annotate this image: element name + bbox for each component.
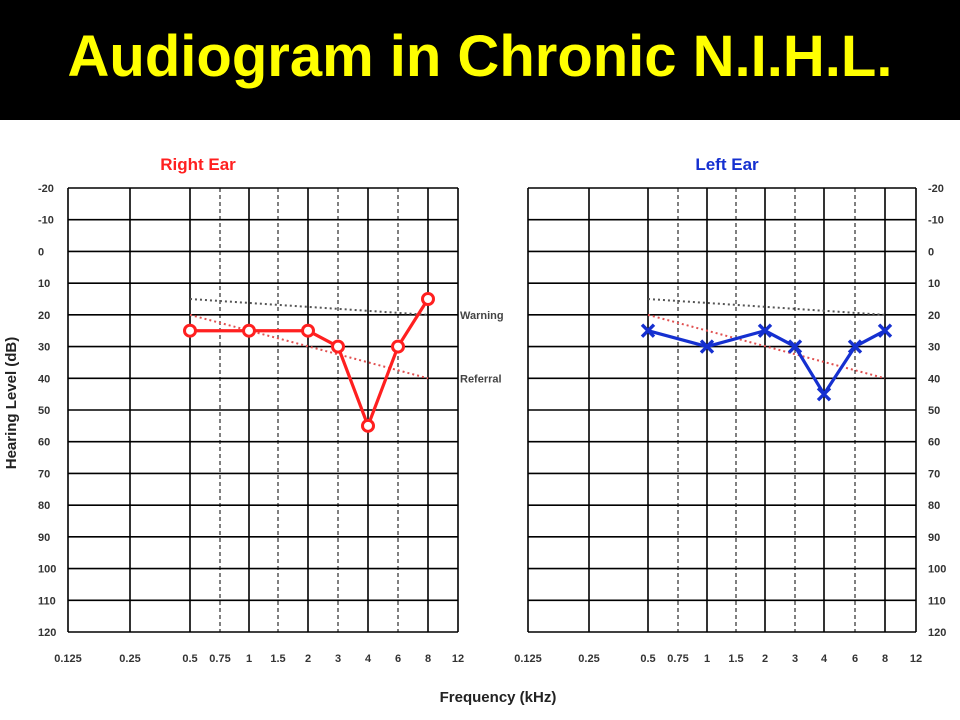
data-point (391, 339, 405, 354)
y-tick-label: 20 (928, 310, 940, 322)
data-point-stroke (787, 339, 803, 354)
y-tick-label: 40 (38, 373, 50, 385)
x-tick-label: 0.25 (119, 653, 140, 665)
x-tick-label: 0.125 (514, 653, 542, 665)
x-tick-label: 1 (704, 653, 710, 665)
left-ear-panel: -20 -10 0 10 20 30 40 50 60 70 80 90 100 110 120 0.125 0… (514, 155, 946, 665)
y-tick-label: 100 (38, 564, 56, 576)
y-tick-label: 90 (38, 532, 50, 544)
right-ear-title: Right Ear (160, 155, 236, 174)
slide-title: Audiogram in Chronic N.I.H.L. (67, 24, 893, 89)
y-tick-label: 110 (38, 595, 56, 607)
data-point (361, 418, 375, 433)
y-tick-label: 50 (38, 405, 50, 417)
x-tick-label: 6 (395, 653, 401, 665)
y-tick-label: 10 (928, 278, 940, 290)
x-tick-label: 0.125 (54, 653, 82, 665)
data-point-stroke (699, 339, 715, 354)
y-tick-label: 30 (38, 342, 50, 354)
y-tick-label: 10 (38, 278, 50, 290)
x-tick-label: 8 (425, 653, 431, 665)
x-tick-label: 0.25 (578, 653, 599, 665)
y-tick-label: 90 (928, 532, 940, 544)
data-point-stroke (757, 323, 773, 338)
data-point (640, 323, 656, 338)
y-axis-label: Hearing Level (dB) (3, 337, 20, 470)
y-tick-label: -10 (38, 215, 54, 227)
x-tick-label: 0.75 (667, 653, 688, 665)
x-tick-label: 0.5 (182, 653, 197, 665)
data-point (699, 339, 715, 354)
y-tick-label: 40 (928, 373, 940, 385)
reference-label: Warning (460, 310, 504, 322)
y-tick-label: 80 (928, 500, 940, 512)
data-point (787, 339, 803, 354)
x-tick-label: 2 (305, 653, 311, 665)
y-tick-label: 30 (928, 342, 940, 354)
y-tick-label: 80 (38, 500, 50, 512)
reference-line (189, 298, 429, 316)
y-tick-label: 60 (38, 437, 50, 449)
x-tick-label: 8 (882, 653, 888, 665)
y-tick-label: -20 (928, 183, 944, 195)
left-ear-title: Left Ear (695, 155, 759, 174)
y-tick-label: 0 (928, 246, 934, 258)
data-point-stroke (640, 323, 656, 338)
data-point-stroke (877, 323, 893, 338)
y-tick-label: 120 (38, 627, 56, 639)
x-axis-label: Frequency (kHz) (440, 689, 557, 706)
data-point (301, 323, 315, 338)
reference-line (647, 298, 886, 316)
data-point (847, 339, 863, 354)
right-ear-series-line (190, 298, 430, 428)
y-tick-label: 70 (38, 468, 50, 480)
x-tick-label: 0.5 (640, 653, 655, 665)
y-tick-label: 120 (928, 627, 946, 639)
reference-line (647, 313, 886, 380)
x-tick-label: 6 (852, 653, 858, 665)
x-tick-label: 12 (910, 653, 922, 665)
y-tick-label: 60 (928, 437, 940, 449)
data-point (242, 323, 256, 338)
x-tick-label: 4 (821, 653, 828, 665)
x-tick-label: 4 (365, 653, 372, 665)
data-point (331, 339, 345, 354)
y-tick-label: 110 (928, 595, 946, 607)
data-point (877, 323, 893, 338)
data-point (421, 292, 435, 306)
y-tick-label: -20 (38, 183, 54, 195)
data-point (757, 323, 773, 338)
y-tick-label: 100 (928, 564, 946, 576)
x-tick-label: 1.5 (270, 653, 285, 665)
title-bar: Audiogram in Chronic N.I.H.L. (0, 0, 960, 120)
audiogram-chart: Hearing Level (dB) Frequency (kHz) -20 -1… (3, 155, 946, 706)
audiogram-figure: Hearing Level (dB) Frequency (kHz) -20 -1… (0, 120, 960, 720)
x-tick-label: 0.75 (209, 653, 230, 665)
y-tick-label: -10 (928, 215, 944, 227)
x-tick-label: 2 (762, 653, 768, 665)
y-tick-label: 50 (928, 405, 940, 417)
reference-label: Referral (460, 373, 502, 385)
data-point-stroke (847, 339, 863, 354)
right-ear-panel: -20 -10 0 10 20 30 40 50 60 70 80 90 100 110 120 0.125 0… (38, 155, 504, 665)
x-tick-label: 3 (335, 653, 341, 665)
data-point (183, 323, 197, 338)
y-tick-label: 0 (38, 246, 44, 258)
x-tick-label: 1 (246, 653, 252, 665)
x-tick-label: 12 (452, 653, 464, 665)
x-tick-label: 1.5 (728, 653, 743, 665)
y-tick-label: 70 (928, 468, 940, 480)
y-tick-label: 20 (38, 310, 50, 322)
x-tick-label: 3 (792, 653, 798, 665)
data-point (816, 386, 832, 402)
data-point-stroke (816, 386, 832, 402)
